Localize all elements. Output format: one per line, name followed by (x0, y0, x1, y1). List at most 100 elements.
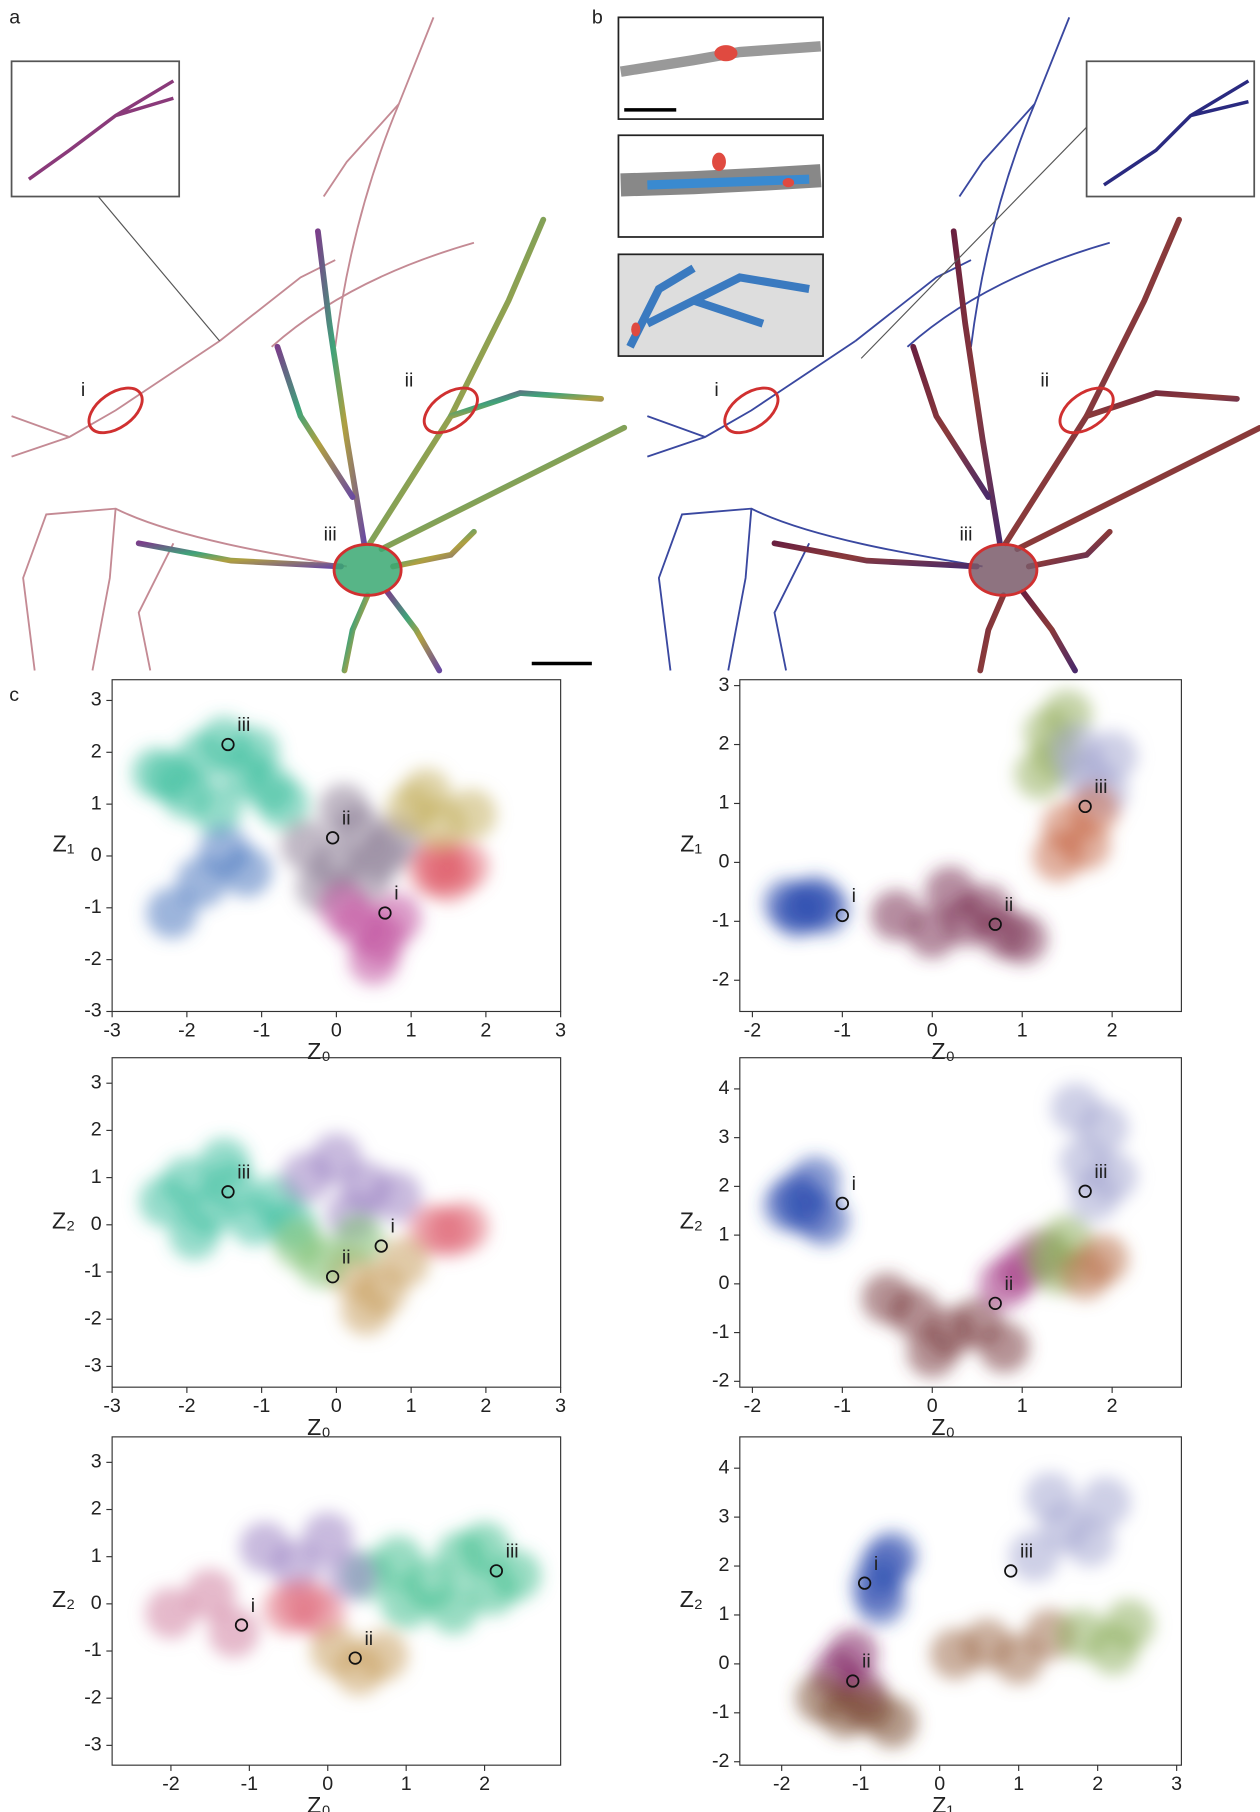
marker-label: iii (1094, 776, 1107, 798)
point (446, 789, 497, 840)
point (1051, 1083, 1102, 1134)
marker-label: iii (1020, 1541, 1033, 1563)
y-tick-label: -1 (84, 1260, 101, 1282)
marker-label: ii (364, 1628, 373, 1650)
marker-label: iii (237, 1161, 250, 1183)
x-tick-label: -1 (834, 1019, 851, 1041)
x-axis-label: Z₀ (307, 1414, 331, 1440)
point (799, 1195, 850, 1246)
page: a i ii iii b i ii iii c -3-2-10123-3-2-1… (0, 0, 1260, 1812)
point (341, 1284, 392, 1335)
y-tick-label: 3 (91, 689, 102, 711)
point-cloud (139, 1133, 489, 1335)
point (772, 887, 823, 938)
y-tick-label: -1 (712, 1701, 729, 1723)
y-tick-label: -2 (84, 948, 101, 970)
point (907, 1327, 958, 1378)
point (146, 888, 197, 939)
point (459, 1522, 510, 1573)
y-tick-label: -1 (712, 910, 729, 932)
x-tick-label: 0 (331, 1019, 342, 1041)
y-tick-label: 0 (91, 1592, 102, 1614)
y-tick-label: -2 (712, 968, 729, 990)
x-axis-label: Z₀ (931, 1414, 955, 1440)
point (378, 1237, 429, 1288)
x-tick-label: 3 (1171, 1773, 1182, 1795)
y-tick-label: 1 (91, 1545, 102, 1567)
y-tick-label: 3 (91, 1071, 102, 1093)
panel-label: c (9, 684, 19, 706)
y-tick-label: -2 (84, 1686, 101, 1708)
y-tick-label: 3 (718, 1505, 729, 1527)
x-tick-label: -1 (241, 1773, 258, 1795)
y-tick-label: -1 (84, 1639, 101, 1661)
panel-label: a (9, 7, 20, 29)
y-axis-label: Z₁ (680, 831, 702, 857)
x-tick-label: -1 (834, 1395, 851, 1417)
region-label: ii (405, 370, 414, 392)
point (1078, 1234, 1129, 1285)
x-tick-label: -2 (178, 1395, 195, 1417)
y-tick-label: -1 (84, 896, 101, 918)
spine (714, 45, 737, 61)
marker-label: i (852, 1173, 856, 1195)
inset (1087, 61, 1255, 196)
plot-frame (740, 680, 1182, 1012)
y-tick-label: 1 (91, 1166, 102, 1188)
point (428, 1583, 479, 1634)
y-axis-label: Z₂ (52, 1208, 75, 1234)
point-cloud (796, 1472, 1155, 1748)
x-tick-label: 1 (406, 1019, 417, 1041)
marker-label: ii (1004, 1273, 1013, 1295)
figure: a i ii iii b i ii iii c -3-2-10123-3-2-1… (0, 0, 1260, 1812)
marker-label: i (394, 883, 398, 905)
point (438, 1202, 489, 1253)
x-tick-label: -3 (103, 1395, 121, 1417)
y-axis-label: Z₁ (53, 831, 75, 857)
point-cloud (763, 1083, 1138, 1378)
y-tick-label: 2 (91, 1119, 102, 1141)
marker-label: ii (342, 808, 351, 830)
region-label: i (81, 379, 85, 401)
region-label: iii (324, 523, 337, 545)
leader-line (98, 197, 219, 341)
point (1025, 1472, 1076, 1523)
y-tick-label: -2 (712, 1750, 729, 1772)
y-tick-label: 3 (718, 674, 729, 696)
x-tick-label: -3 (103, 1019, 121, 1041)
y-tick-label: -1 (712, 1321, 729, 1343)
point-cloud (132, 716, 497, 985)
scatter-chart: -2-1012-2-101234Z₀Z₂iiiiii (680, 1058, 1182, 1440)
marker-label: iii (1094, 1161, 1107, 1183)
marker-label: ii (1004, 894, 1013, 916)
x-tick-label: 2 (1092, 1773, 1103, 1795)
x-tick-label: 1 (406, 1395, 417, 1417)
x-tick-label: 3 (555, 1019, 566, 1041)
y-tick-label: 1 (91, 792, 102, 814)
x-tick-label: 2 (480, 1019, 491, 1041)
point (979, 1322, 1030, 1373)
y-tick-label: 1 (718, 792, 729, 814)
x-axis-label: Z₀ (307, 1792, 331, 1812)
x-tick-label: -2 (178, 1019, 195, 1041)
x-tick-label: 2 (1107, 1395, 1118, 1417)
region-label: i (714, 379, 718, 401)
marker-label: i (852, 885, 856, 907)
y-axis-label: Z₂ (52, 1586, 75, 1612)
point (1080, 1477, 1131, 1528)
y-tick-label: 0 (718, 851, 729, 873)
marker-label: iii (506, 1541, 519, 1563)
y-tick-label: 4 (718, 1077, 729, 1099)
y-tick-label: 1 (718, 1603, 729, 1625)
region-label: iii (959, 523, 972, 545)
point (169, 1209, 220, 1260)
y-tick-label: -3 (84, 1000, 102, 1022)
x-axis-label: Z₀ (931, 1038, 955, 1064)
y-tick-label: 0 (718, 1652, 729, 1674)
y-tick-label: 3 (718, 1126, 729, 1148)
marker-label: iii (237, 714, 250, 736)
marker-label: ii (862, 1651, 871, 1673)
y-axis-label: Z₂ (680, 1208, 703, 1234)
